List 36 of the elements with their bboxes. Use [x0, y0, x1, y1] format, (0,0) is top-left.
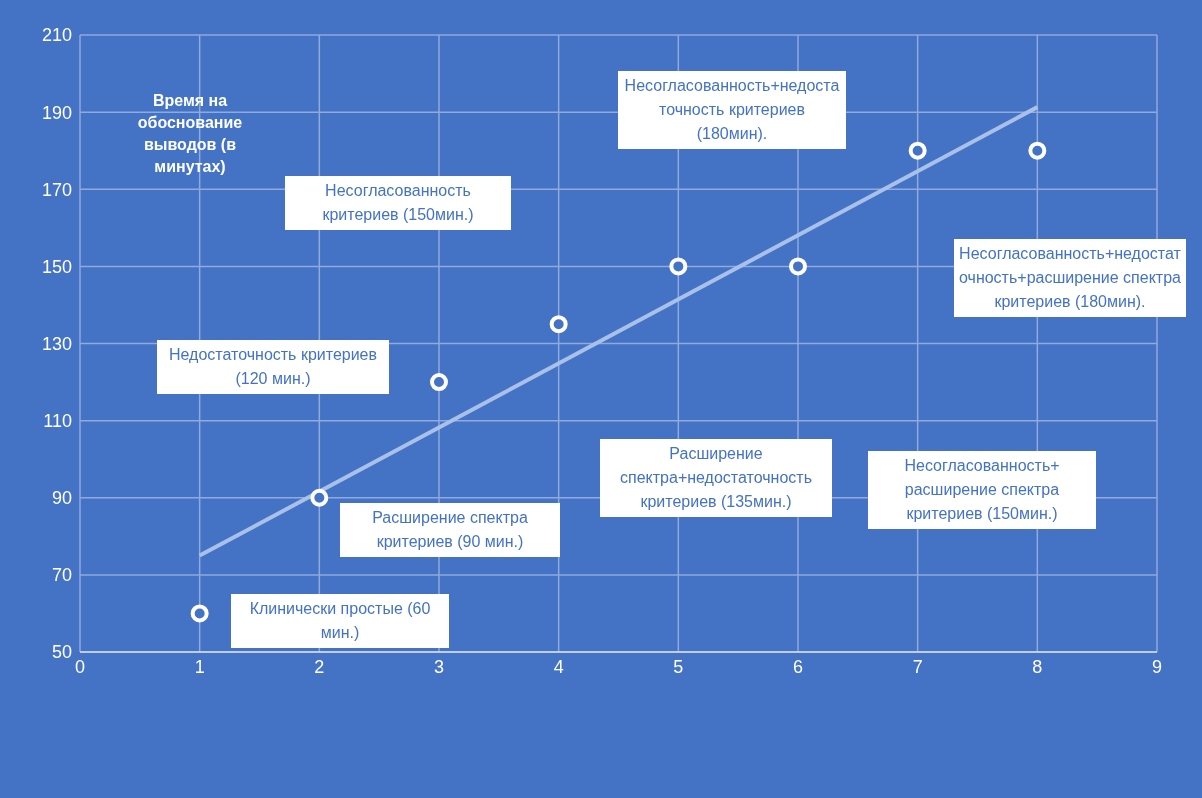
y-axis-title: Время на обоснование выводов (в минутах)	[136, 91, 244, 177]
point	[190, 604, 209, 623]
y-tick-label: 210	[41, 25, 72, 46]
y-tick-label: 50	[51, 642, 72, 663]
x-tick-label: 9	[1151, 656, 1163, 677]
x-tick-label: 5	[673, 656, 684, 677]
text-box: Расширение спектра критериев (90 мин.)	[340, 503, 560, 557]
text-box: Клинически простые (60 мин.)	[231, 594, 449, 648]
point	[669, 257, 688, 276]
point	[789, 257, 807, 276]
point	[430, 373, 448, 392]
y-tick-label: 170	[41, 179, 72, 200]
y-tick-label: 90	[51, 488, 72, 509]
y-tick-label: 150	[41, 256, 72, 277]
text-box: Недостаточность критериев (120 мин.)	[157, 340, 389, 394]
x-tick-label: 6	[792, 656, 804, 677]
point	[908, 141, 927, 160]
x-tick-label: 8	[1032, 656, 1043, 677]
y-tick-label: 70	[51, 565, 72, 586]
y-tick-label: 190	[41, 102, 72, 123]
point	[1028, 141, 1047, 160]
x-tick-label: 4	[553, 656, 564, 677]
x-tick-label: 2	[314, 656, 325, 677]
text-box: Расширение спектра+недостаточность критериев (135мин.)	[600, 439, 832, 517]
x-tick-label: 1	[194, 656, 205, 677]
text-box: Несогласованность+ расширение спектра критериев (150мин.)	[868, 451, 1096, 529]
y-tick-label: 130	[41, 333, 72, 354]
x-tick-label: 0	[74, 656, 86, 677]
point	[549, 315, 568, 334]
text-box: Несогласованность+недостаточность критериев (180мин).	[618, 71, 846, 149]
x-tick-label: 3	[433, 656, 445, 677]
text-box: Несогласованность критериев (150мин.)	[285, 176, 511, 230]
x-tick-label: 7	[912, 656, 923, 677]
y-tick-label: 110	[43, 411, 72, 432]
point	[310, 488, 329, 507]
text-box: Несогласованность+недостаточность+расширение спектра критериев (180мин).	[954, 239, 1186, 317]
